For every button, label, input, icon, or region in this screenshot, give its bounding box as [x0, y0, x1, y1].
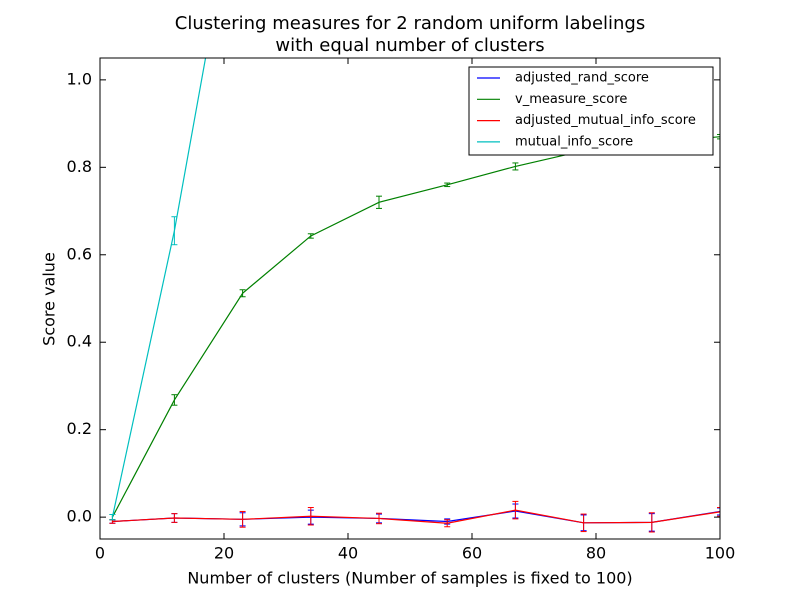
error-bar	[512, 500, 519, 520]
x-tick-label: 0	[95, 544, 105, 563]
error-bar	[512, 162, 519, 171]
error-bar	[376, 512, 382, 525]
x-tick-label: 100	[705, 544, 736, 563]
y-tick-label: 0.6	[67, 244, 92, 263]
error-bar	[444, 182, 451, 188]
error-bar	[376, 195, 382, 209]
x-tick-label: 80	[586, 544, 606, 563]
axes-frame	[99, 57, 721, 540]
legend-label: adjusted_mutual_info_score	[515, 113, 696, 128]
y-tick-label: 0.0	[67, 507, 92, 526]
legend-label: v_measure_score	[515, 92, 627, 107]
error-bar	[307, 233, 314, 239]
y-tick-label: 0.2	[67, 419, 92, 438]
legend-label: mutual_info_score	[515, 134, 633, 149]
y-tick-label: 0.8	[67, 157, 92, 176]
legend-box	[468, 66, 714, 156]
error-bar	[580, 513, 587, 533]
series-line	[112, 509, 720, 524]
error-bar	[717, 507, 720, 517]
error-bar	[239, 510, 246, 528]
error-bar	[109, 514, 116, 521]
error-bar	[444, 519, 451, 528]
y-tick-label: 1.0	[67, 69, 92, 88]
chart-title: Clustering measures for 2 random uniform…	[175, 13, 645, 34]
x-tick-label: 40	[338, 544, 358, 563]
error-bar	[648, 512, 655, 533]
error-bar	[717, 134, 720, 140]
x-tick-label: 60	[462, 544, 482, 563]
series-line	[111, 136, 720, 518]
y-tick-label: 0.4	[67, 332, 92, 351]
error-bar	[171, 513, 178, 523]
error-bar	[171, 216, 178, 246]
x-tick-label: 20	[214, 544, 234, 563]
y-axis-label: Score value	[40, 252, 59, 346]
error-bar	[307, 507, 314, 526]
error-bar	[239, 289, 246, 298]
x-axis-label: Number of clusters (Number of samples is…	[187, 569, 632, 588]
chart-title: with equal number of clusters	[275, 35, 544, 56]
legend-label: adjusted_rand_score	[515, 71, 649, 86]
error-bar	[171, 394, 178, 406]
